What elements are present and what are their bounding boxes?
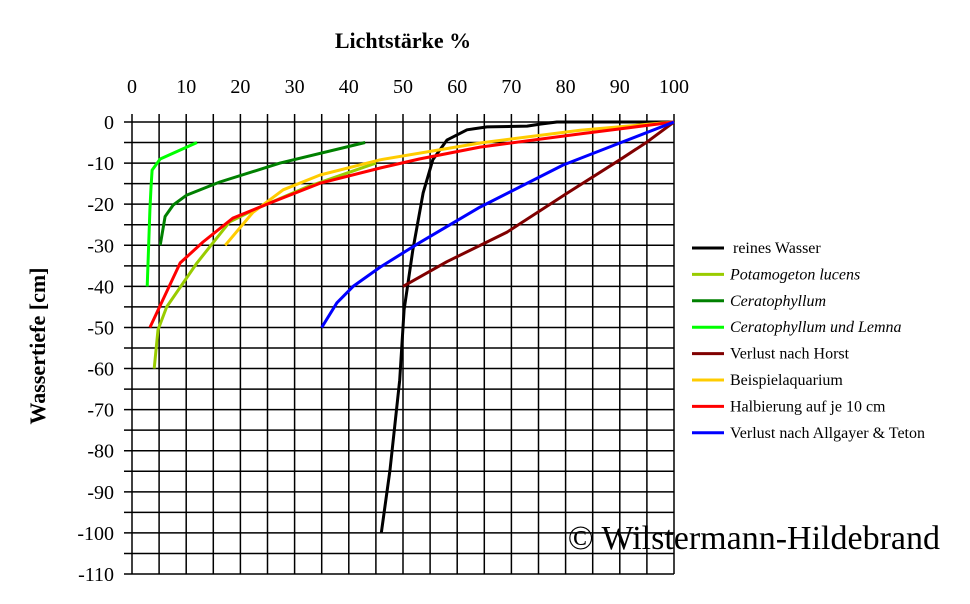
legend-label: Ceratophyllum und Lemna — [730, 319, 902, 336]
series-line-6 — [148, 120, 675, 329]
x-tick-label: 70 — [501, 76, 521, 98]
legend-label: Beispielaquarium — [730, 372, 843, 389]
x-tick-label: 60 — [447, 76, 467, 98]
legend-item: Beispielaquarium — [692, 372, 843, 389]
x-tick-label: 50 — [393, 76, 413, 98]
x-tick-label: 100 — [659, 76, 689, 98]
y-tick-label: -70 — [87, 400, 114, 422]
legend-item: Halbierung auf je 10 cm — [692, 398, 886, 415]
x-tick-label: 90 — [610, 76, 630, 98]
series-lines — [145, 120, 675, 534]
y-tick-label: -20 — [87, 194, 114, 216]
y-tick-label: -110 — [78, 564, 114, 586]
legend-label: reines Wasser — [733, 240, 821, 257]
legend: reines Wasser Potamogeton lucens Ceratophy… — [692, 240, 925, 442]
grid — [124, 114, 675, 575]
x-tick-label: 40 — [339, 76, 359, 98]
copyright-annotation: © Wilstermann-Hildebrand — [568, 520, 940, 557]
x-tick-label: 30 — [285, 76, 305, 98]
x-tick-label: 80 — [556, 76, 576, 98]
legend-item: Ceratophyllum — [692, 293, 826, 310]
y-tick-label: -10 — [87, 153, 114, 175]
x-tick-label: 20 — [230, 76, 250, 98]
legend-item: Verlust nach Allgayer & Teton — [692, 425, 925, 442]
legend-item: Potamogeton lucens — [692, 266, 860, 283]
y-tick-label: 0 — [104, 112, 114, 134]
legend-item: reines Wasser — [692, 240, 821, 257]
y-tick-label: -30 — [87, 235, 114, 257]
series-line-2 — [158, 141, 366, 246]
y-tick-label: -90 — [87, 482, 114, 504]
legend-label: Ceratophyllum — [730, 293, 826, 310]
legend-label: Potamogeton lucens — [729, 266, 860, 283]
y-tick-label: -50 — [87, 317, 114, 339]
y-axis-title: Wassertiefe [cm] — [25, 268, 50, 425]
x-tick-label: 10 — [176, 76, 196, 98]
series-line-7 — [320, 120, 675, 329]
x-axis-title: Lichtstärke % — [335, 28, 471, 53]
legend-label: Halbierung auf je 10 cm — [730, 398, 886, 415]
legend-item: Ceratophyllum und Lemna — [692, 319, 902, 336]
legend-label: Verlust nach Horst — [730, 346, 850, 363]
legend-item: Verlust nach Horst — [692, 346, 850, 363]
y-tick-label: -80 — [87, 441, 114, 463]
y-tick-label: -40 — [87, 276, 114, 298]
series-line-3 — [145, 141, 198, 287]
series-line-4 — [402, 120, 675, 288]
y-tick-label: -100 — [77, 523, 114, 545]
y-tick-labels: 0 -10 -20 -30 -40 -50 -60 -70 -80 -90 -100 -110 — [77, 112, 114, 586]
x-tick-labels: 0 10 20 30 40 50 60 70 80 90 100 — [127, 76, 689, 98]
legend-label: Verlust nach Allgayer & Teton — [730, 425, 925, 442]
y-tick-label: -60 — [87, 359, 114, 381]
x-tick-label: 0 — [127, 76, 137, 98]
